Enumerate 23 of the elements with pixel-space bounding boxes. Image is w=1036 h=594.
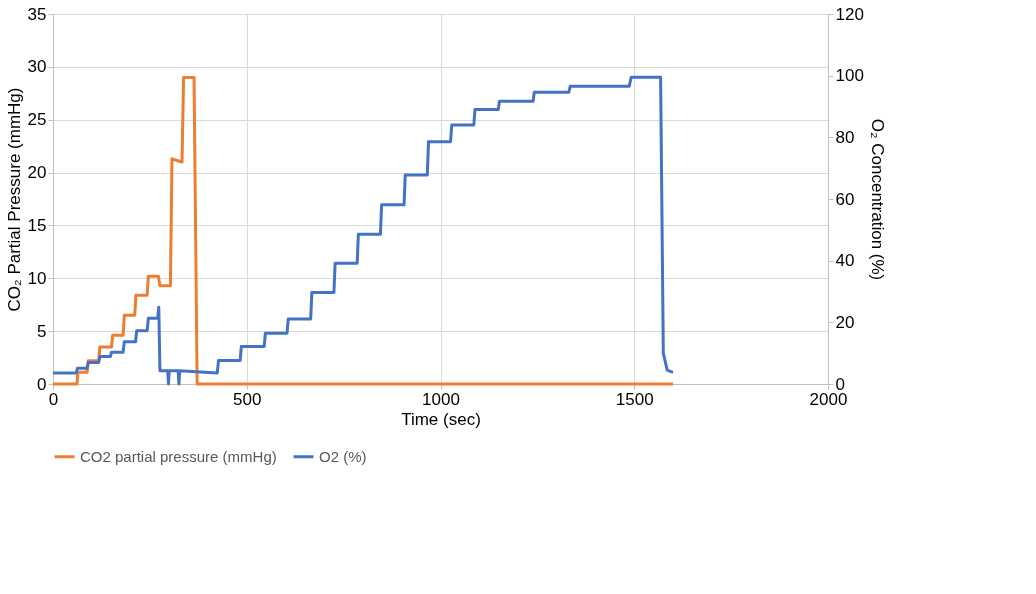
legend-label: CO2 partial pressure (mmHg) [80, 447, 277, 465]
y-tick-label: 5 [37, 321, 47, 341]
y2-axis-title: O₂ Concentration (%) [867, 118, 887, 281]
y-tick-label: 25 [27, 110, 47, 130]
y2-tick-label: 40 [835, 251, 855, 271]
x-tick-label: 1000 [422, 389, 460, 409]
x-tick-label: 1500 [615, 389, 654, 409]
y2-tick-label: 120 [835, 4, 864, 24]
y-tick-label: 10 [27, 268, 47, 288]
line-series [51, 75, 675, 386]
y2-tick-label: 20 [835, 312, 855, 332]
y2-tick-label: 60 [835, 189, 855, 209]
y-tick-label: 15 [27, 215, 47, 235]
y-tick-label: 20 [27, 163, 47, 183]
x-axis-title: Time (sec) [401, 409, 481, 429]
y-tick-label: 30 [27, 57, 47, 77]
legend-label: O2 (%) [319, 447, 367, 465]
y2-tick-label: 100 [835, 66, 864, 86]
y-tick-label: 35 [27, 4, 47, 24]
x-tick-label: 500 [233, 389, 262, 409]
y-tick-label: 0 [37, 374, 47, 394]
y-axis-title: CO₂ Partial Pressure (mmHg) [4, 87, 24, 312]
y2-tick-label: 80 [835, 127, 855, 147]
